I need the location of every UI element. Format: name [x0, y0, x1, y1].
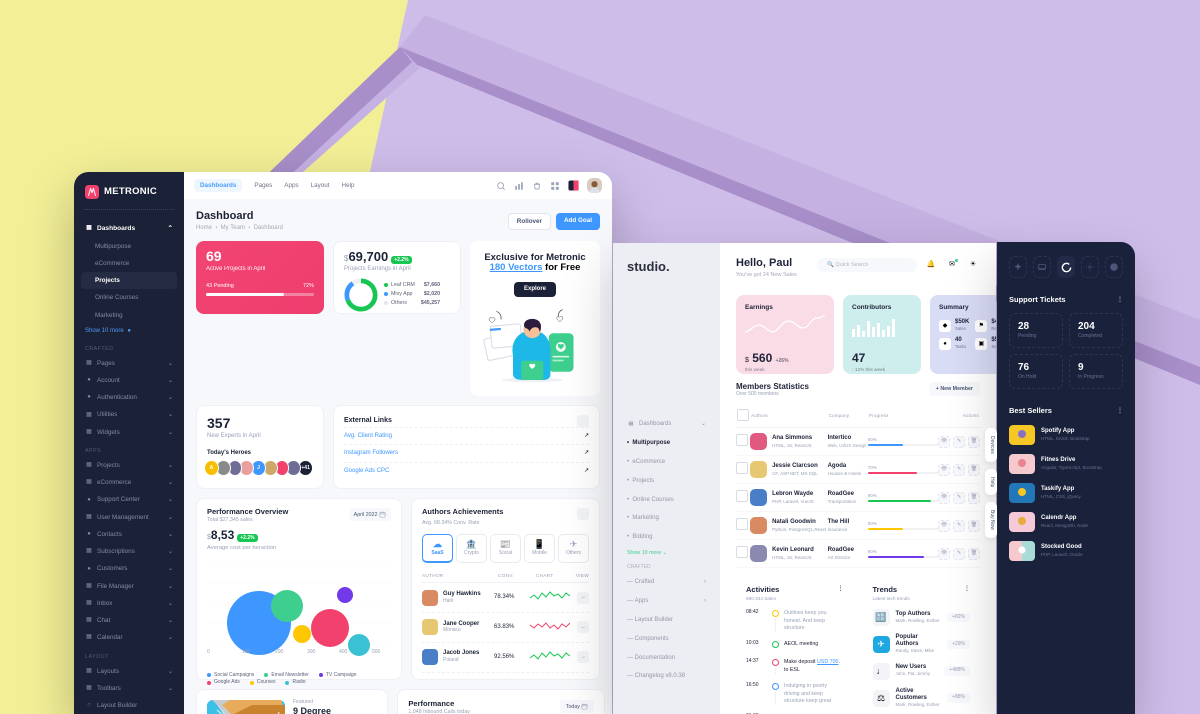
svg-text:0: 0	[207, 649, 210, 655]
svg-text:400: 400	[339, 649, 348, 655]
svg-text:500: 500	[372, 649, 381, 655]
svg-text:300: 300	[307, 649, 316, 655]
svg-text:100: 100	[242, 649, 251, 655]
svg-text:200: 200	[275, 649, 284, 655]
